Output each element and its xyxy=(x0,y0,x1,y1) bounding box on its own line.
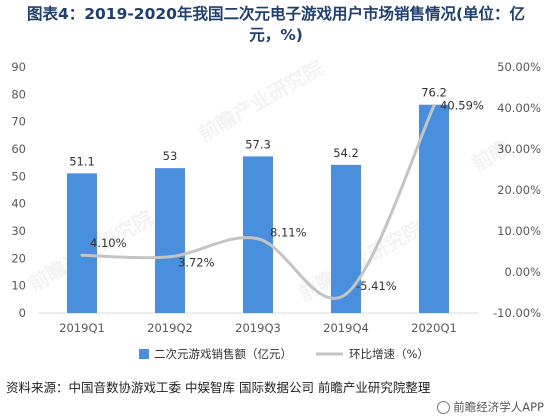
line-point xyxy=(432,104,436,108)
y-left-tick-label: 0 xyxy=(19,306,26,320)
line-point xyxy=(168,255,172,259)
line-point xyxy=(256,237,260,241)
brand-logo-icon xyxy=(437,401,451,414)
y-right-tick-label: 40.00% xyxy=(497,101,541,115)
legend-bar-label: 二次元游戏销售额（亿元） xyxy=(154,347,292,361)
line-data-label: 3.72% xyxy=(178,256,215,270)
bar xyxy=(419,104,449,313)
bar xyxy=(331,164,361,313)
y-right-tick-label: 30.00% xyxy=(497,142,541,156)
bar xyxy=(155,168,185,313)
bar-series: 51.1 53 57.3 54.2 76.2 xyxy=(67,86,449,313)
y-right-tick-label: 10.00% xyxy=(497,224,541,238)
axes: 0 10 20 30 40 50 60 70 80 90 -10.00% 0.00% 10.00% 20.… xyxy=(11,60,541,335)
bar-data-label: 54.2 xyxy=(333,146,359,160)
y-left-tick-label: 80 xyxy=(11,87,26,101)
y-left-tick-label: 70 xyxy=(11,115,26,129)
brand-label: 前瞻经济学人APP xyxy=(453,400,544,414)
x-tick-label: 2019Q3 xyxy=(235,321,281,335)
y-right-tick-label: -10.00% xyxy=(493,306,541,320)
line-series: 4.10% 3.72% 8.11% -5.41% 40.59% xyxy=(80,99,484,300)
bar xyxy=(67,173,97,313)
x-tick-label: 2019Q4 xyxy=(323,321,369,335)
bar-data-label: 57.3 xyxy=(245,137,271,151)
legend-line-label: 环比增速（%） xyxy=(349,347,429,361)
bar xyxy=(243,156,273,313)
y-left-tick-label: 50 xyxy=(11,169,26,183)
x-tick-label: 2019Q1 xyxy=(59,321,105,335)
combo-chart: 0 10 20 30 40 50 60 70 80 90 -10.00% 0.00% 10.00% 20.… xyxy=(11,60,541,361)
y-left-tick-label: 10 xyxy=(11,279,26,293)
chart-title: 图表4：2019-2020年我国二次元电子游戏用户市场销售情况(单位：亿 元，%… xyxy=(0,4,552,46)
y-left-tick-label: 40 xyxy=(11,197,26,211)
x-tick-label: 2020Q1 xyxy=(411,321,457,335)
brand: 前瞻经济学人APP xyxy=(437,399,544,415)
y-right-tick-label: 20.00% xyxy=(497,183,541,197)
y-right-tick-label: 0.00% xyxy=(504,265,541,279)
x-tick-label: 2019Q2 xyxy=(147,321,193,335)
y-left-tick-label: 60 xyxy=(11,142,26,156)
bar-data-label: 53 xyxy=(163,149,178,163)
y-left-tick-label: 90 xyxy=(11,60,26,74)
line-data-label: -5.41% xyxy=(356,279,397,293)
source-note: 资料来源：中国音数协游戏工委 中娱智库 国际数据公司 前瞻产业研究院整理 xyxy=(6,380,431,395)
legend-bar-swatch xyxy=(139,349,149,359)
bar-data-label: 76.2 xyxy=(421,86,447,100)
chart-title-line-1: 图表4：2019-2020年我国二次元电子游戏用户市场销售情况(单位：亿 xyxy=(26,5,526,23)
bar-data-label: 51.1 xyxy=(69,154,95,168)
line-point xyxy=(344,292,348,296)
y-left-tick-label: 30 xyxy=(11,224,26,238)
growth-line xyxy=(81,104,436,300)
line-point xyxy=(80,253,84,257)
y-right-tick-label: 50.00% xyxy=(497,60,541,74)
line-data-label: 8.11% xyxy=(270,226,307,240)
legend: 二次元游戏销售额（亿元） 环比增速（%） xyxy=(139,347,429,361)
line-data-label: 4.10% xyxy=(90,236,127,250)
y-left-tick-label: 20 xyxy=(11,251,26,265)
chart-title-line-2: 元，%) xyxy=(249,26,303,44)
line-data-label: 40.59% xyxy=(440,99,484,113)
